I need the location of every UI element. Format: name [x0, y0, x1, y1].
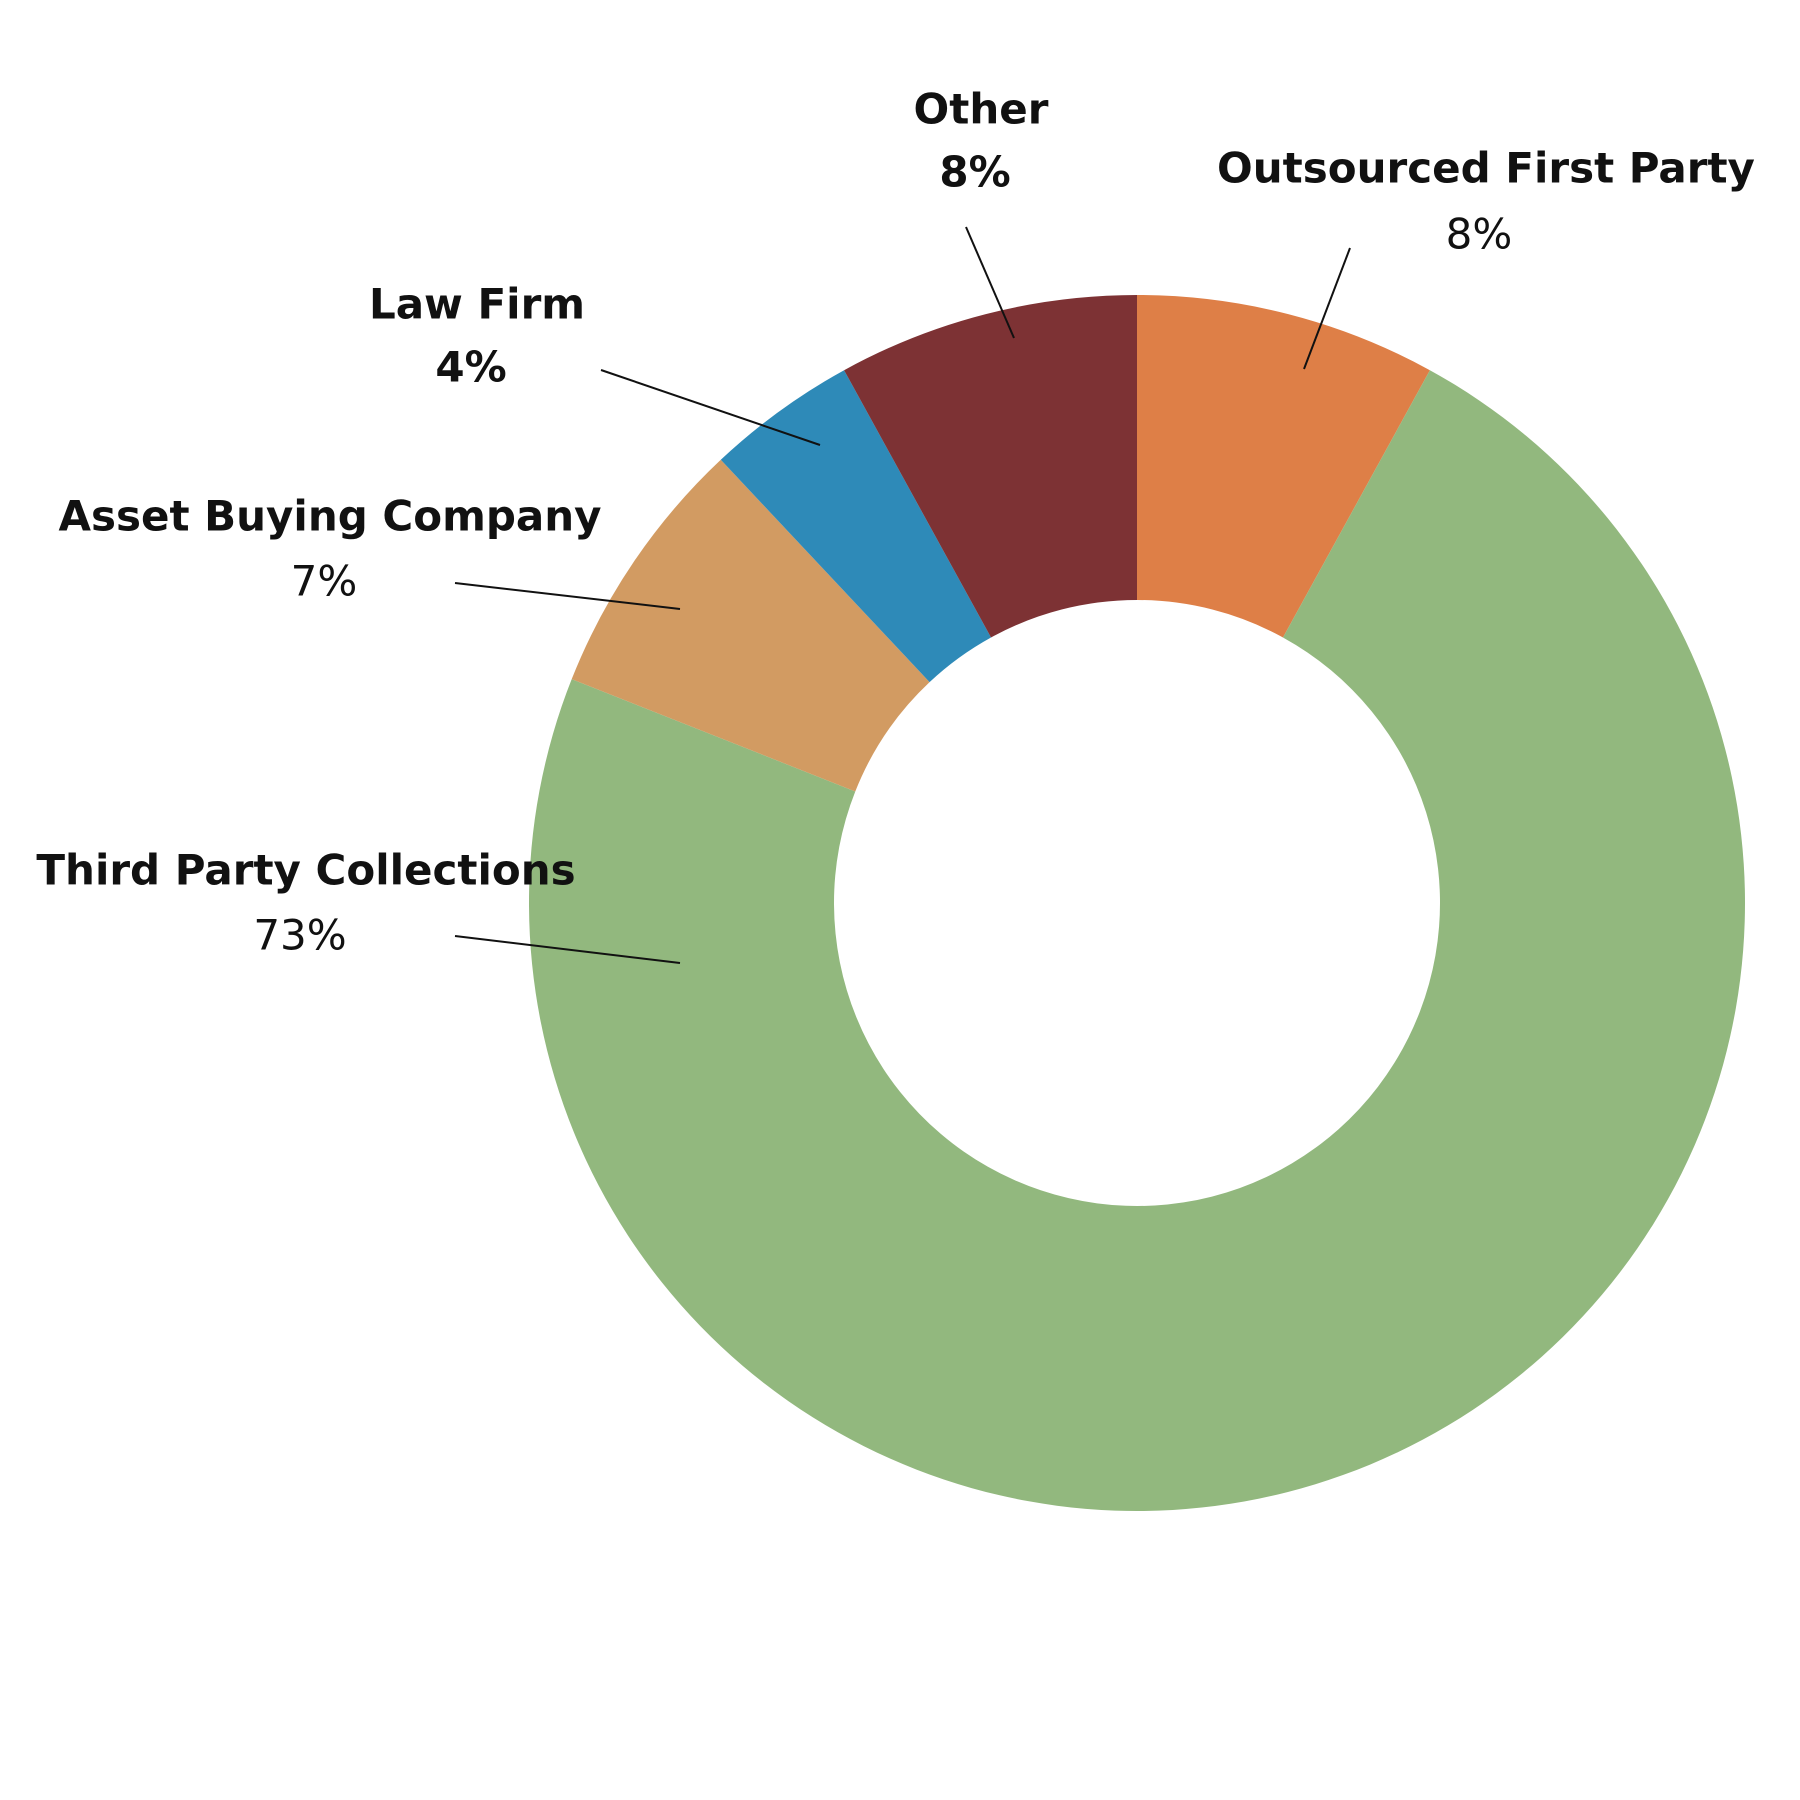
donut-slice — [1137, 295, 1430, 638]
slice-label: Asset Buying Company — [58, 492, 601, 541]
value-label: 8% — [1446, 210, 1513, 259]
leader-line — [600, 369, 821, 446]
slice-label: Other — [914, 85, 1049, 134]
donut-slice — [720, 370, 992, 683]
donut-slice — [571, 459, 930, 792]
value-label: 73% — [253, 911, 346, 960]
value-label: 8% — [939, 148, 1010, 197]
slice-label: Third Party Collections — [36, 846, 575, 895]
value-label: 7% — [291, 557, 358, 606]
donut-slice — [528, 370, 1746, 1511]
donut-slice — [844, 295, 1137, 638]
leader-line — [965, 226, 1015, 339]
slice-label: Outsourced First Party — [1217, 144, 1755, 193]
leader-line — [1303, 247, 1351, 370]
slice-label: Law Firm — [369, 280, 585, 329]
value-label: 4% — [435, 343, 506, 392]
leader-line — [454, 582, 681, 610]
leader-line — [454, 935, 681, 964]
